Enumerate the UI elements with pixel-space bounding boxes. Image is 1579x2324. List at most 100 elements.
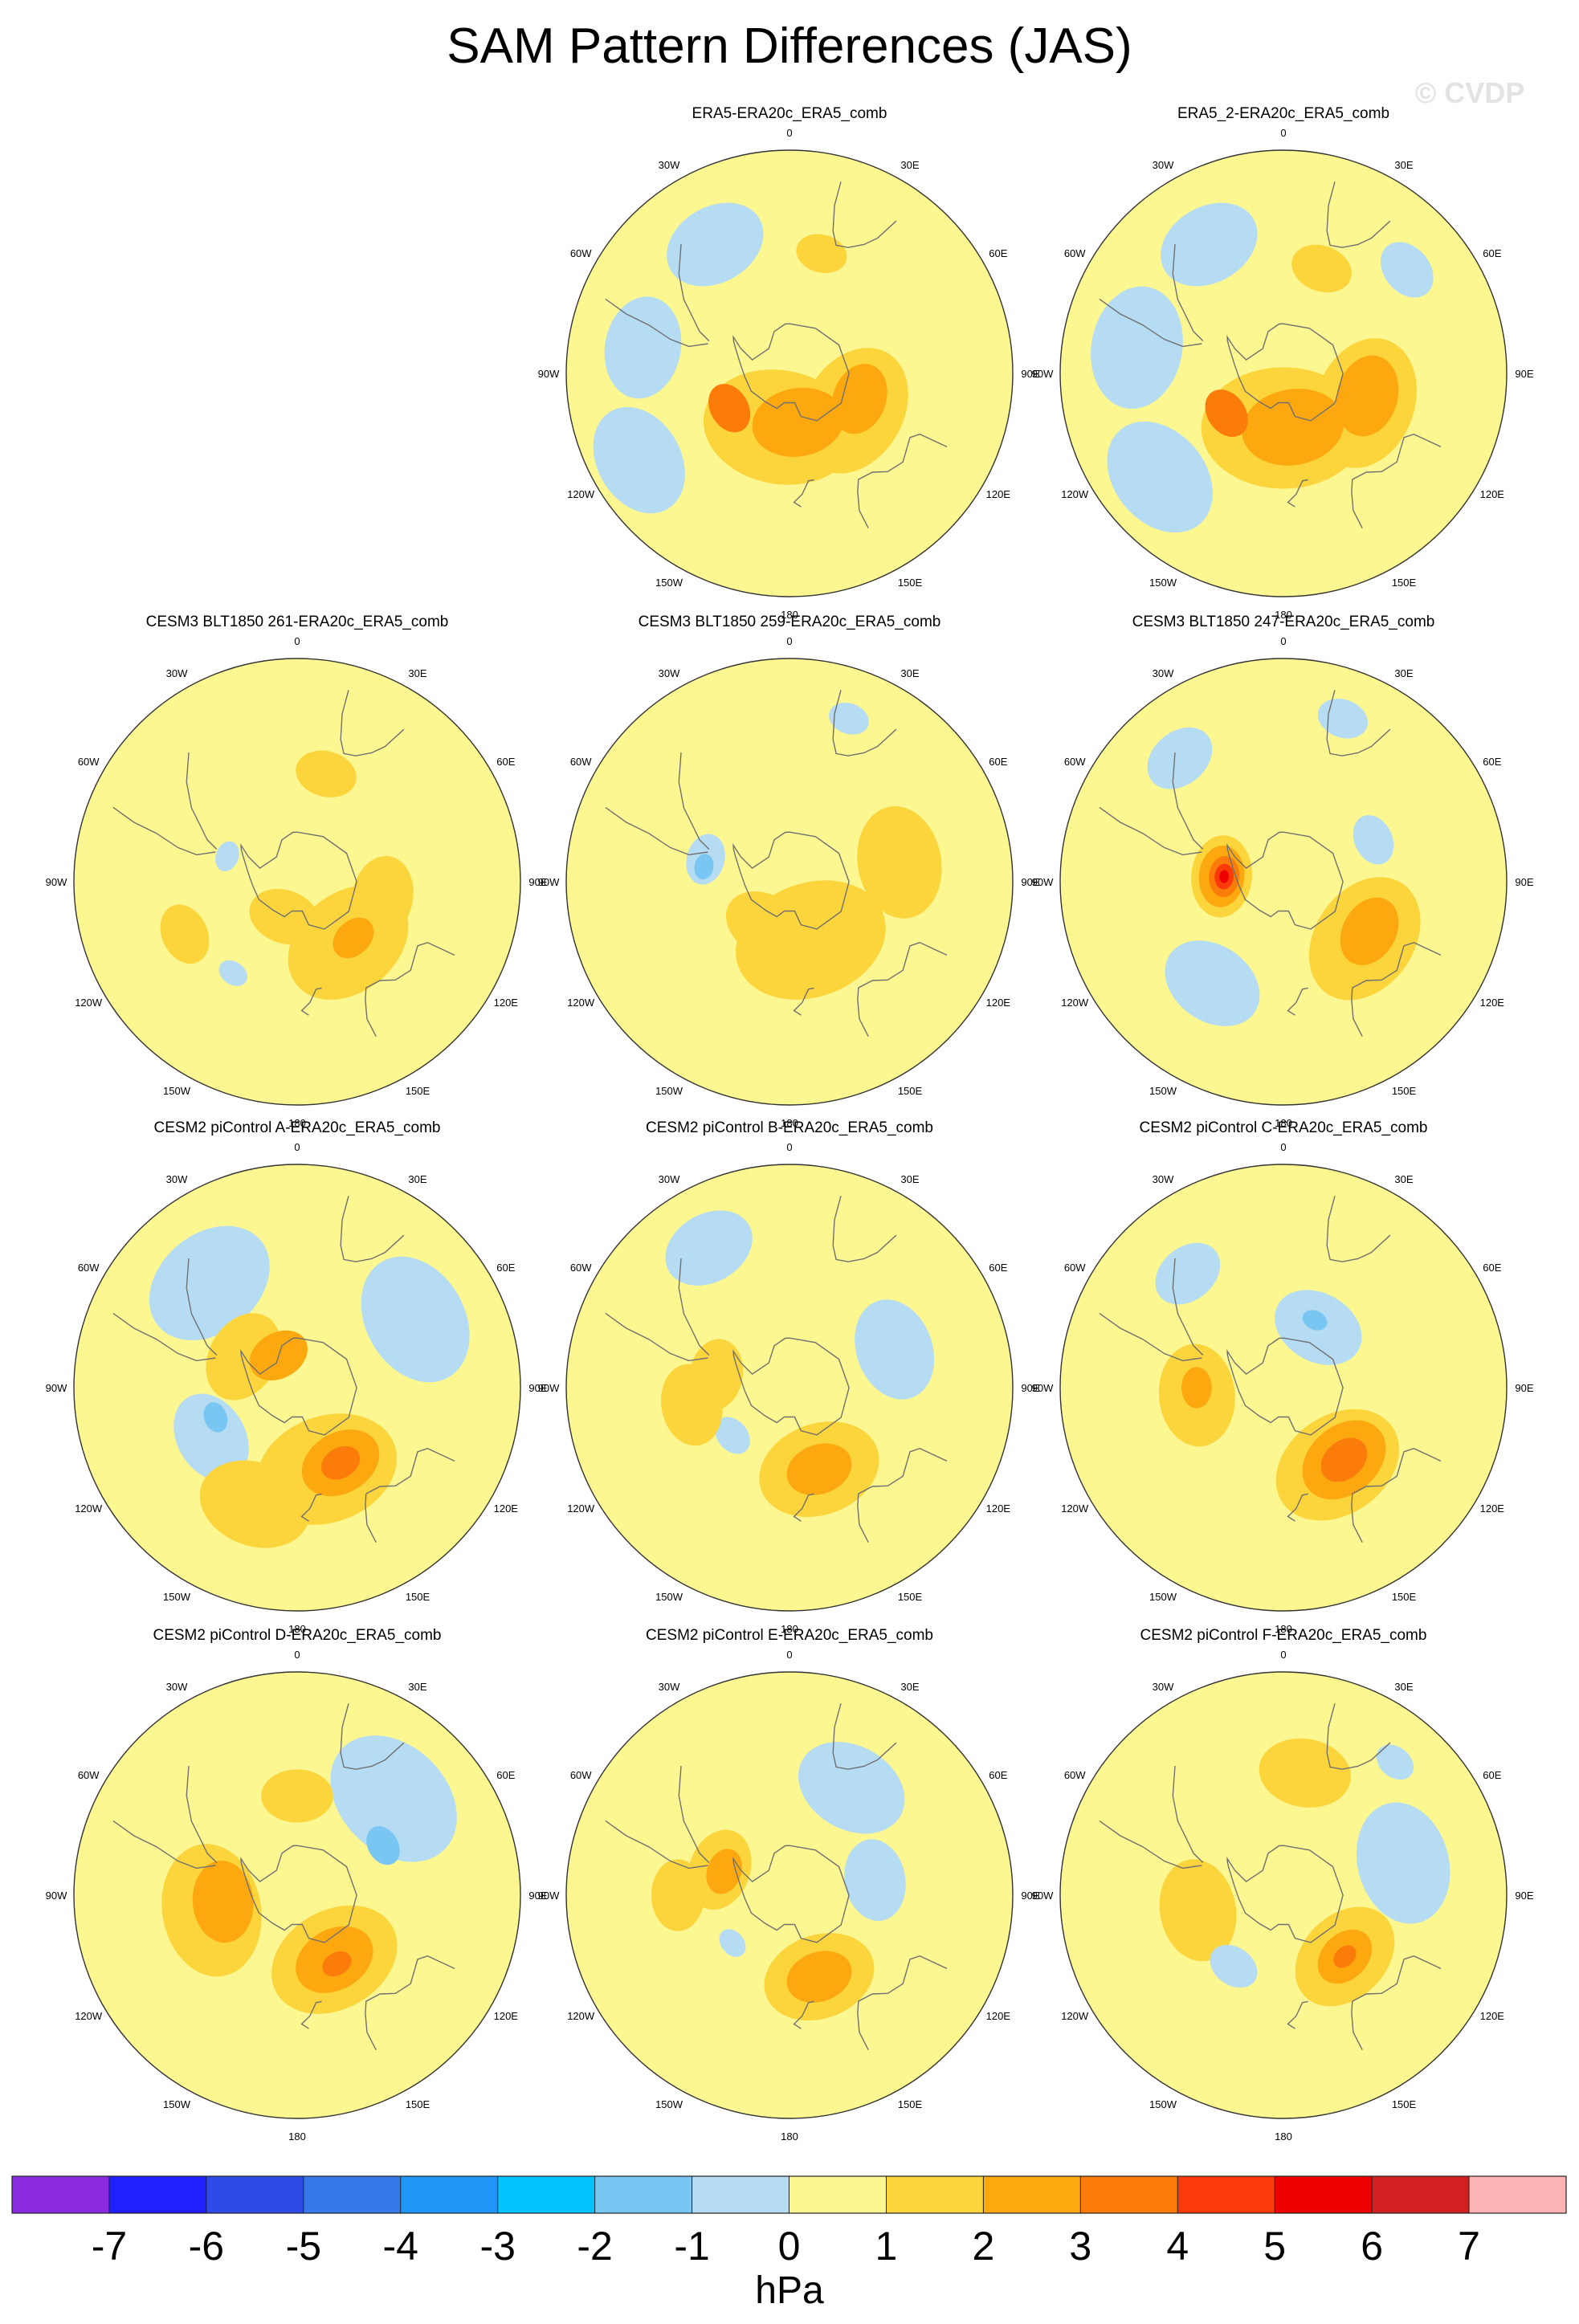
coastline — [1172, 244, 1204, 341]
longitude-label: 150W — [655, 1591, 683, 1603]
coastline — [793, 479, 814, 508]
contour-region — [708, 384, 751, 433]
colorbar-tick-label: 3 — [1069, 2224, 1091, 2269]
colorbar-swatch — [497, 2176, 596, 2213]
longitude-label: 60W — [570, 1769, 592, 1781]
longitude-label: 150E — [898, 1591, 923, 1603]
coastline — [678, 1766, 710, 1863]
map-panel: CESM3 BLT1850 261-ERA20c_ERA5_comb 0 30E 60… — [46, 614, 548, 1129]
contour-region — [361, 1256, 470, 1383]
coastline — [1287, 987, 1308, 1016]
longitude-label: 30E — [900, 1173, 919, 1185]
colorbar-tick-label: 5 — [1263, 2224, 1286, 2269]
contour-region — [604, 296, 682, 399]
longitude-label: 90W — [1032, 1890, 1054, 1902]
map-border — [1059, 149, 1508, 597]
longitude-label: 0 — [294, 1649, 300, 1661]
longitude-label: 60E — [496, 756, 515, 768]
coastline — [732, 323, 850, 422]
longitude-label: 60E — [1483, 1262, 1501, 1274]
coastline — [186, 1258, 218, 1356]
longitude-label: 0 — [1280, 1141, 1286, 1153]
longitude-label: 120W — [1061, 2010, 1089, 2022]
colorbar-tick-label: 0 — [778, 2224, 801, 2269]
coastline — [1287, 479, 1308, 508]
contour-region — [715, 1417, 750, 1454]
coastline — [857, 1447, 948, 1543]
longitude-label: 30W — [1153, 159, 1174, 171]
colorbar-unit: hPa — [755, 2269, 824, 2312]
map-border — [565, 1164, 1014, 1612]
longitude-label: 90W — [46, 876, 67, 888]
map-panel: CESM2 piControl E-ERA20c_ERA5_comb 0 30E 60… — [538, 1627, 1040, 2143]
map-background — [74, 1672, 520, 2118]
longitude-label: 120W — [75, 1502, 103, 1515]
contour-region — [1161, 202, 1258, 287]
colorbar-tick-label: 1 — [875, 2224, 898, 2269]
coastline — [1287, 2000, 1308, 2029]
coastline — [857, 433, 948, 529]
longitude-label: 30W — [659, 667, 680, 679]
longitude-label: 60W — [570, 247, 592, 259]
coastline — [605, 298, 708, 348]
longitude-label: 120W — [567, 1502, 595, 1515]
longitude-label: 180 — [288, 2130, 306, 2143]
longitude-label: 120W — [1061, 997, 1089, 1009]
panel-label: CESM2 piControl A-ERA20c_ERA5_comb — [154, 1119, 441, 1136]
coastline — [240, 831, 357, 930]
longitude-label: 120W — [75, 2010, 103, 2022]
contour-region — [296, 750, 357, 797]
contour-region — [831, 364, 887, 434]
longitude-label: 120E — [494, 1502, 519, 1515]
colorbar-swatch — [1469, 2176, 1567, 2213]
contour-region — [752, 387, 844, 457]
longitude-label: 30W — [166, 1173, 188, 1185]
contour-region — [725, 891, 804, 959]
coastline — [1326, 181, 1391, 248]
contour-region — [1320, 1437, 1368, 1482]
longitude-label: 150E — [898, 2098, 923, 2110]
coastline — [1287, 1493, 1308, 1522]
contour-region — [322, 1951, 352, 1977]
coastline — [1172, 752, 1204, 850]
longitude-label: 120E — [1480, 997, 1505, 1009]
longitude-label: 150W — [163, 1085, 191, 1097]
contour-region — [1165, 940, 1260, 1026]
coastline — [300, 1493, 322, 1522]
coastline — [1351, 433, 1442, 529]
coastline — [186, 1766, 218, 1863]
panel-label: CESM2 piControl C-ERA20c_ERA5_comb — [1139, 1119, 1427, 1136]
contour-region — [1380, 242, 1434, 298]
colorbar-tick-label: -7 — [92, 2224, 127, 2269]
map-border — [73, 658, 521, 1106]
coastline — [1099, 1820, 1202, 1869]
longitude-label: 180 — [781, 1623, 798, 1635]
coastline — [1351, 941, 1442, 1038]
longitude-label: 180 — [1275, 1623, 1292, 1635]
longitude-label: 150W — [1149, 1085, 1177, 1097]
panel-label: CESM3 BLT1850 261-ERA20c_ERA5_comb — [146, 614, 449, 630]
longitude-label: 30E — [408, 1681, 426, 1693]
coastline — [340, 1703, 405, 1770]
contour-region — [1107, 421, 1213, 533]
longitude-label: 150W — [163, 2098, 191, 2110]
longitude-label: 150E — [1392, 577, 1417, 589]
longitude-label: 150E — [406, 2098, 430, 2110]
map-background — [1060, 1672, 1507, 2118]
longitude-label: 60E — [989, 756, 1007, 768]
coastline — [240, 1845, 357, 1943]
contour-fill — [112, 690, 455, 1038]
contour-region — [719, 1929, 746, 1957]
colorbar-tick-label: -2 — [577, 2224, 612, 2269]
coastline — [832, 690, 897, 756]
colorbar-tick-label: -5 — [286, 2224, 321, 2269]
map-background — [74, 658, 520, 1105]
contour-fill — [605, 1196, 948, 1543]
panel-label: CESM2 piControl D-ERA20c_ERA5_comb — [153, 1627, 441, 1644]
contour-fill — [605, 1703, 948, 2051]
map-panel: CESM2 piControl A-ERA20c_ERA5_comb 0 30E 60… — [46, 1119, 548, 1635]
longitude-label: 150E — [898, 577, 923, 589]
longitude-label: 60E — [989, 1262, 1007, 1274]
map-panel: CESM3 BLT1850 247-ERA20c_ERA5_comb 0 30E 60… — [1032, 614, 1534, 1129]
